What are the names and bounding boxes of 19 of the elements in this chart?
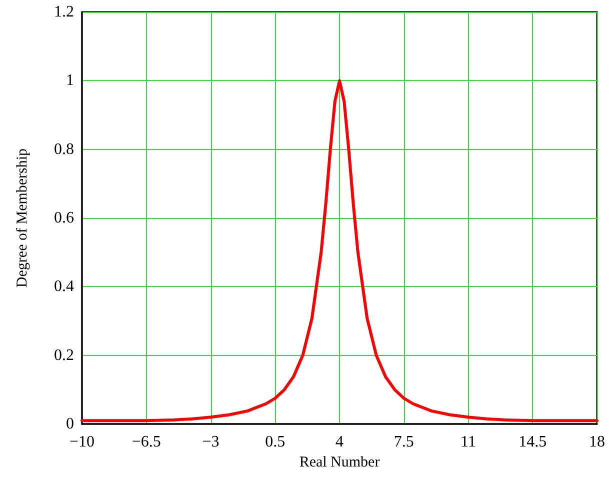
x-tick-label: 11 (460, 434, 476, 450)
y-axis-title: Degree of Membership (14, 148, 30, 288)
x-tick-label: −10 (69, 434, 95, 450)
x-tick-label: 14.5 (518, 434, 547, 450)
x-tick-label: 7.5 (394, 434, 414, 450)
x-tick-label: 4 (336, 434, 344, 450)
y-tick-label: 0.6 (54, 210, 74, 226)
x-tick-label: 0.5 (265, 434, 286, 450)
y-tick-label: 0.8 (54, 140, 74, 158)
x-tick-label: 18 (589, 434, 605, 450)
line-series (80, 79, 598, 422)
y-tick-label: 1.2 (54, 4, 74, 20)
y-tick-label: 0.4 (54, 278, 74, 296)
x-tick-label: −6.5 (132, 434, 161, 450)
y-tick-label: 1 (66, 72, 74, 90)
x-tick-label: −3 (202, 434, 220, 450)
y-tick-label: 0 (66, 416, 74, 432)
y-tick-label: 0.2 (54, 346, 74, 364)
x-axis-title: Real Number (299, 454, 380, 470)
